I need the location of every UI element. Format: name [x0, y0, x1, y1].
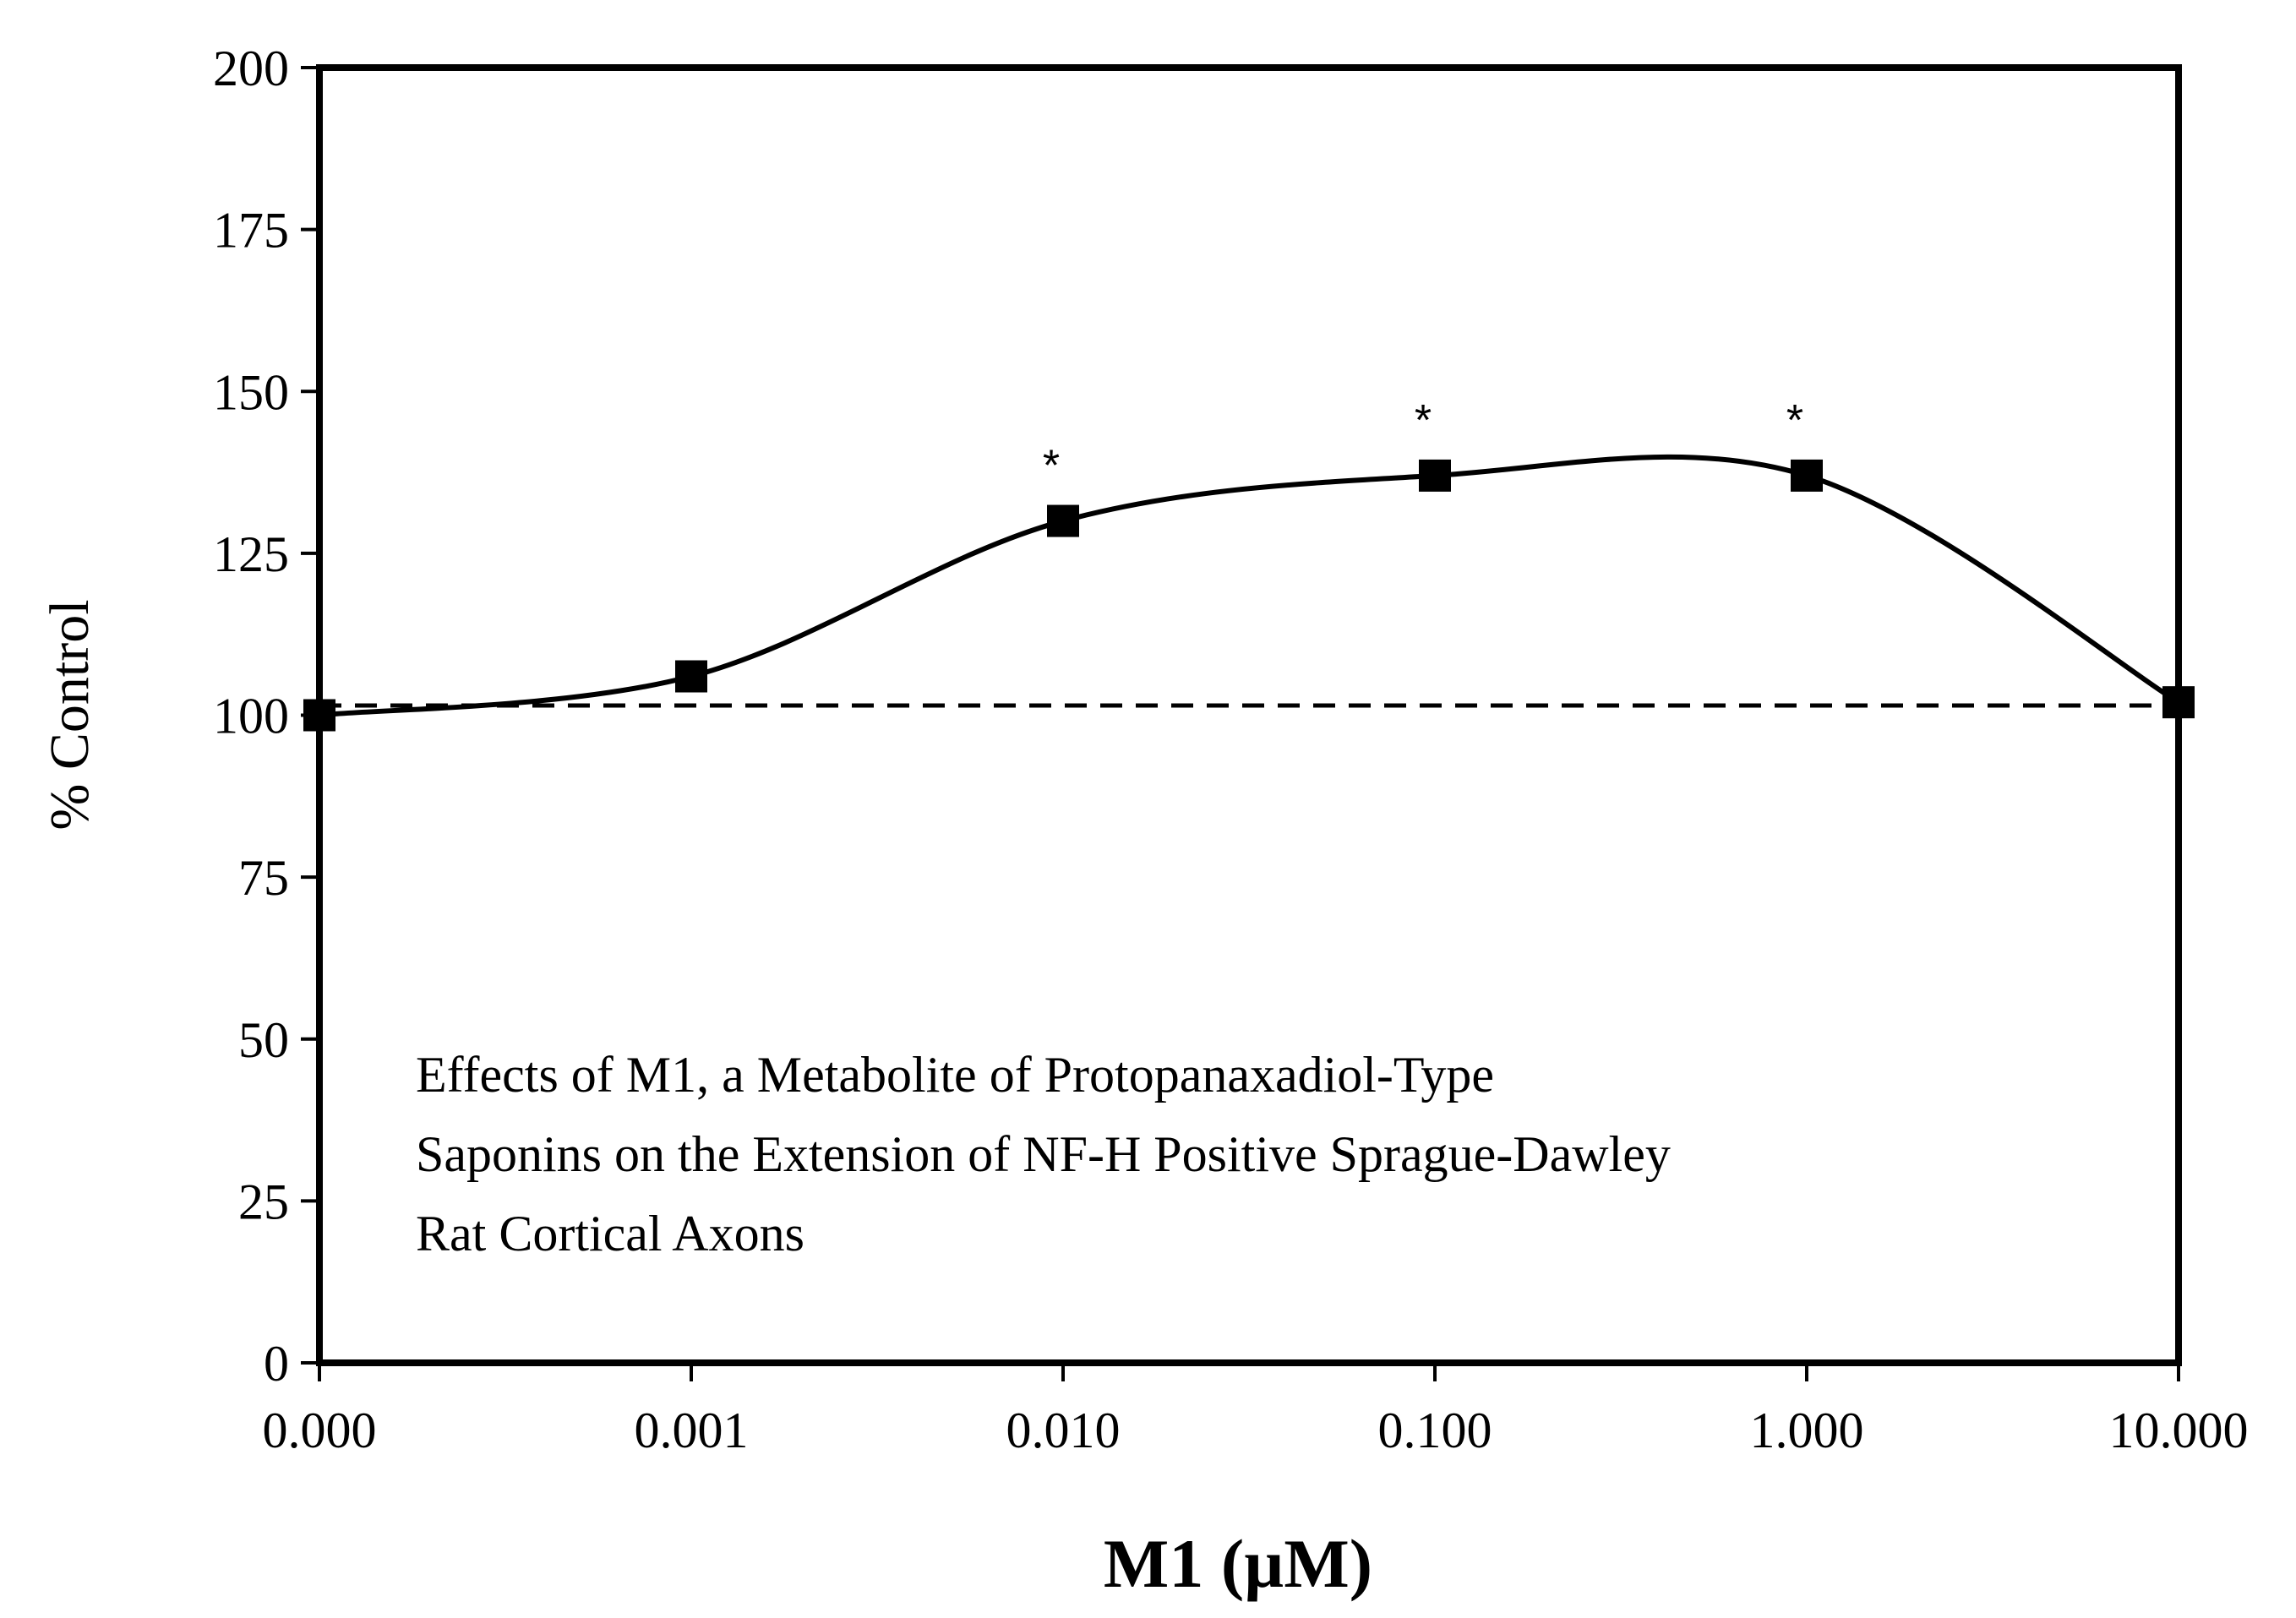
chart-annotation: Effects of M1, a Metabolite of Protopana… — [416, 1047, 1671, 1261]
x-tick-label: 0.000 — [263, 1403, 377, 1458]
data-point — [2162, 686, 2195, 719]
x-axis: 0.000 0.001 0.010 0.100 1.000 10.000 — [263, 1363, 2249, 1458]
annotation-line: Saponins on the Extension of NF-H Positi… — [416, 1126, 1671, 1182]
annotation-line: Effects of M1, a Metabolite of Protopana… — [416, 1047, 1494, 1103]
data-point — [1047, 504, 1079, 537]
x-tick-label: 0.010 — [1006, 1403, 1121, 1458]
y-tick-label: 200 — [213, 41, 289, 96]
x-axis-label: M1 (µM) — [1104, 1525, 1372, 1602]
y-axis-label: % Control — [39, 599, 101, 830]
x-tick-label: 10.000 — [2109, 1403, 2249, 1458]
y-tick-label: 125 — [213, 526, 289, 582]
significance-star: * — [1786, 396, 1803, 445]
significance-markers: * * * — [1043, 396, 1803, 491]
data-point — [303, 699, 335, 732]
annotation-line: Rat Cortical Axons — [416, 1206, 804, 1261]
y-tick-label: 50 — [238, 1012, 289, 1068]
data-point — [1791, 459, 1823, 492]
y-tick-label: 150 — [213, 364, 289, 420]
x-tick-label: 1.000 — [1750, 1403, 1864, 1458]
data-point — [1419, 459, 1451, 492]
significance-star: * — [1415, 396, 1432, 445]
x-tick-label: 0.001 — [635, 1403, 749, 1458]
x-tick-label: 0.100 — [1378, 1403, 1492, 1458]
y-tick-label: 0 — [264, 1336, 289, 1392]
y-tick-label: 100 — [213, 689, 289, 744]
series-line — [319, 454, 2180, 718]
data-point — [675, 660, 707, 693]
y-tick-label: 25 — [238, 1174, 289, 1229]
y-tick-label: 175 — [213, 203, 289, 259]
y-axis: 0 25 50 75 100 125 150 175 200 — [213, 41, 319, 1392]
series-markers — [303, 459, 2195, 732]
significance-star: * — [1043, 442, 1060, 491]
y-tick-label: 75 — [238, 850, 289, 906]
plot-area — [316, 64, 2182, 1366]
